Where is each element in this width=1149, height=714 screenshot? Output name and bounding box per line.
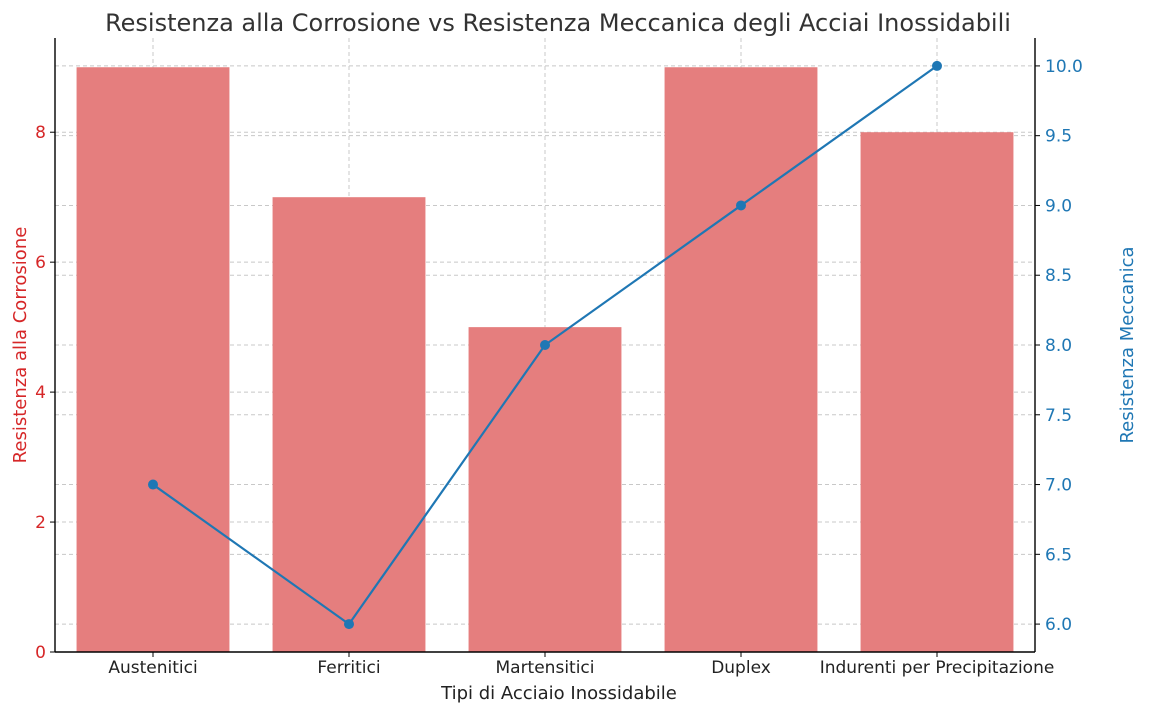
- y-left-tick-label: 8: [35, 123, 46, 143]
- x-tick-label: Duplex: [711, 658, 771, 678]
- y-axis-left-label: Resistenza alla Corrosione: [10, 227, 31, 464]
- y-axis-right-label: Resistenza Meccanica: [1117, 246, 1138, 443]
- bar: [76, 67, 230, 652]
- line-point: [344, 619, 354, 630]
- line-point: [932, 60, 942, 71]
- x-tick-label: Ferritici: [317, 658, 380, 678]
- y-right-tick-label: 8.5: [1045, 266, 1072, 286]
- y-left-tick-label: 4: [35, 383, 46, 403]
- y-right-tick-label: 10.0: [1045, 57, 1083, 77]
- bar: [860, 132, 1014, 652]
- y-right-tick-label: 7.5: [1045, 406, 1072, 426]
- line-series: [148, 60, 942, 630]
- chart-title: Resistenza alla Corrosione vs Resistenza…: [105, 9, 1011, 37]
- y-right-tick-label: 6.0: [1045, 615, 1072, 635]
- x-axis-label: Tipi di Acciaio Inossidabile: [440, 683, 677, 704]
- bar: [272, 197, 426, 652]
- bar: [664, 67, 818, 652]
- line-point: [736, 200, 746, 211]
- y-left-tick-label: 2: [35, 513, 46, 533]
- y-left-tick-label: 0: [35, 643, 46, 663]
- line-point: [540, 340, 550, 350]
- y-right-tick-label: 8.0: [1045, 336, 1072, 356]
- line-point: [148, 479, 158, 490]
- y-right-tick-label: 9.5: [1045, 127, 1072, 147]
- y-left-tick-label: 6: [35, 253, 46, 273]
- y-right-tick-label: 9.0: [1045, 196, 1072, 216]
- x-tick-label: Indurenti per Precipitazione: [820, 658, 1055, 678]
- axes: [50, 38, 1040, 657]
- tick-labels: 0 2 4 6 8 6.0 6.5 7.0 7.5 8.0 8.5 9.0 9.5 10.0 Austeni…: [35, 57, 1083, 678]
- x-tick-label: Austenitici: [108, 658, 197, 678]
- y-right-tick-label: 7.0: [1045, 476, 1072, 496]
- y-right-tick-label: 6.5: [1045, 545, 1072, 565]
- x-tick-label: Martensitici: [495, 658, 594, 678]
- bar: [468, 327, 622, 652]
- bar-series: [76, 67, 1014, 652]
